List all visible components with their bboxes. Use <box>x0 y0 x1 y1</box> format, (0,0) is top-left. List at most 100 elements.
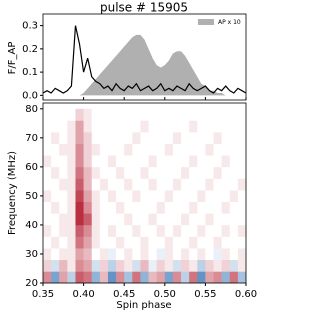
heatmap-cell <box>51 178 60 191</box>
heatmap-cell <box>237 224 247 237</box>
heatmap-cell <box>43 132 52 144</box>
heatmap-cell <box>237 155 247 168</box>
heatmap-cell <box>189 132 198 144</box>
heatmap-cell <box>99 259 109 272</box>
heatmap-cell <box>189 271 198 284</box>
heatmap-cell <box>205 224 214 237</box>
heatmap-cell <box>124 259 133 272</box>
heatmap-cell <box>91 190 101 203</box>
heatmap-cell <box>116 259 125 272</box>
heatmap-cell <box>67 213 76 226</box>
heatmap-cell <box>91 201 101 214</box>
heatmap-cell <box>221 213 231 226</box>
heatmap-cell <box>107 271 117 284</box>
heatmap-cell <box>156 155 166 168</box>
heatmap-cell <box>43 224 52 237</box>
heatmap-cell <box>67 259 76 272</box>
heatmap-cell <box>205 166 214 179</box>
heatmap-cell <box>107 132 117 144</box>
heatmap-cell <box>205 190 214 203</box>
heatmap-cell <box>59 143 68 156</box>
legend-swatch <box>198 19 214 25</box>
area <box>43 34 246 96</box>
heatmap-cell <box>221 120 231 133</box>
heatmap-cell <box>229 155 239 168</box>
heatmap-cell <box>107 236 117 249</box>
heatmap-cell <box>148 224 157 237</box>
heatmap-cell <box>124 108 133 121</box>
heatmap-cell <box>91 155 101 168</box>
heatmap-cell <box>43 259 52 272</box>
heatmap-cell <box>181 224 190 237</box>
heatmap-cell <box>124 190 133 203</box>
heatmap-cell <box>51 190 60 203</box>
heatmap-cell <box>172 271 182 284</box>
heatmap-cell <box>181 166 190 179</box>
heatmap-cell <box>75 166 84 179</box>
heatmap-cell <box>140 166 149 179</box>
heatmap-cell <box>59 120 68 133</box>
heatmap-cell <box>132 143 141 156</box>
heatmap-cell <box>59 224 68 237</box>
heatmap-cell <box>107 108 117 121</box>
heatmap-cell <box>91 236 101 249</box>
heatmap-cell <box>237 143 247 156</box>
heatmap-cell <box>75 178 84 191</box>
heatmap-cell <box>172 236 182 249</box>
heatmap-cell <box>51 236 60 249</box>
heatmap-cell <box>229 166 239 179</box>
heatmap-cell <box>83 178 93 191</box>
heatmap-cell <box>43 108 52 121</box>
heatmap-cell <box>181 213 190 226</box>
heatmap-cell <box>116 213 125 226</box>
heatmap-cell <box>43 120 52 133</box>
heatmap-cell <box>43 155 52 168</box>
heatmap-cell <box>116 236 125 249</box>
heatmap-cell <box>124 201 133 214</box>
heatmap-cell <box>67 236 76 249</box>
heatmap-cell <box>229 236 239 249</box>
heatmap-cell <box>213 178 222 191</box>
heatmap-cell <box>59 132 68 144</box>
heatmap-cell <box>213 259 222 272</box>
plot-frame <box>42 13 247 101</box>
heatmap-cell <box>59 166 68 179</box>
y-tick-label: 60 <box>25 162 38 173</box>
heatmap-cell <box>75 155 84 168</box>
heatmap-cell <box>116 143 125 156</box>
heatmap-cell <box>148 120 157 133</box>
heatmap-cell <box>197 190 206 203</box>
heatmap-cell <box>229 224 239 237</box>
heatmap-cell <box>107 190 117 203</box>
heatmap-cell <box>172 178 182 191</box>
heatmap-cell <box>99 166 109 179</box>
heatmap-cell <box>164 155 174 168</box>
heatmap-cell <box>99 236 109 249</box>
heatmap-cell <box>51 143 60 156</box>
heatmap-cell <box>213 132 222 144</box>
heatmap-cell <box>132 213 141 226</box>
heatmap-cell <box>229 120 239 133</box>
heatmap-cell <box>107 120 117 133</box>
heatmap-cell <box>132 271 141 284</box>
heatmap-cell <box>205 178 214 191</box>
heatmap-cell <box>164 236 174 249</box>
heatmap-cell <box>221 166 231 179</box>
heatmap-cell <box>59 259 68 272</box>
heatmap-cell <box>213 201 222 214</box>
heatmap-cell <box>75 259 84 272</box>
heatmap-cell <box>181 120 190 133</box>
heatmap-cell <box>189 190 198 203</box>
heatmap-cell <box>59 248 68 261</box>
x-tick-label: 0.40 <box>72 289 94 300</box>
heatmap-cell <box>75 132 84 144</box>
heatmap-cell <box>205 155 214 168</box>
heatmap-cell <box>67 166 76 179</box>
heatmap-cell <box>237 201 247 214</box>
heatmap-cell <box>164 178 174 191</box>
heatmap-cell <box>75 224 84 237</box>
heatmap-cell <box>91 224 101 237</box>
heatmap-cell <box>83 259 93 272</box>
heatmap-cell <box>75 248 84 261</box>
heatmap-cell <box>221 132 231 144</box>
